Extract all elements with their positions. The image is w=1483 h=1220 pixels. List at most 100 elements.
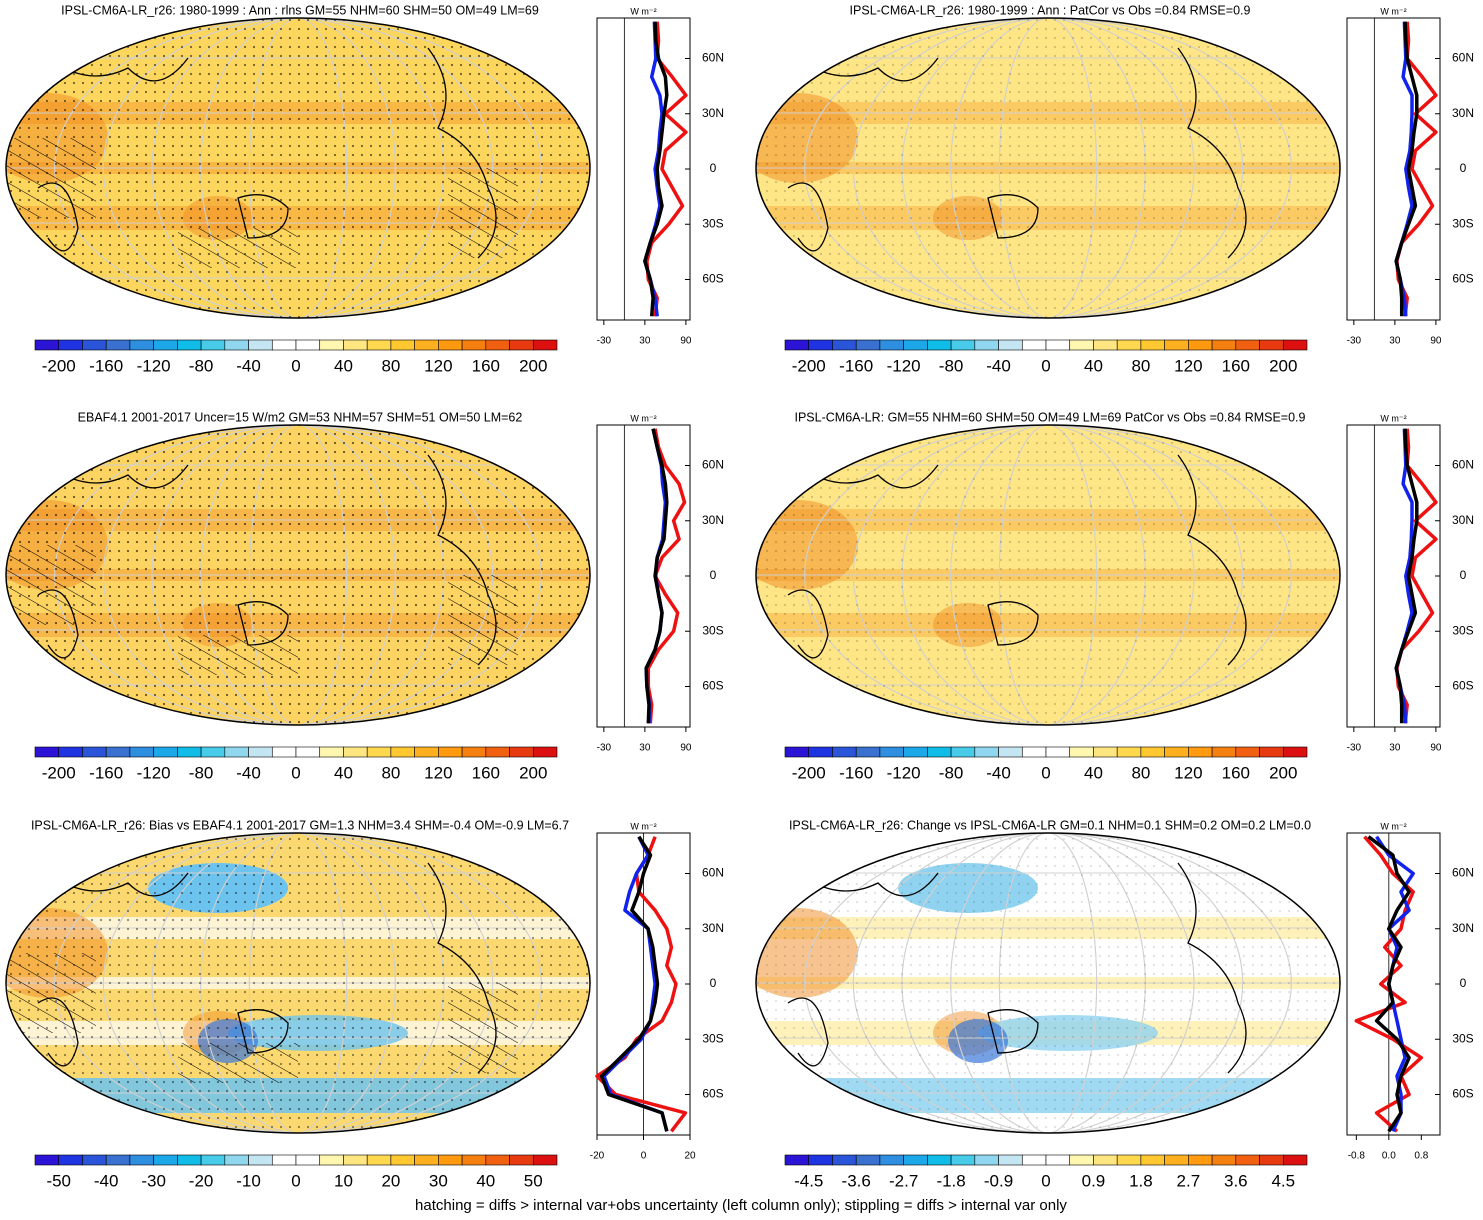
panel-title: IPSL-CM6A-LR_r26: 1980-1999 : Ann : PatC… xyxy=(850,3,1251,17)
colorbar-label: 80 xyxy=(381,763,400,782)
colorbar-label: -120 xyxy=(137,356,171,375)
colorbar-box xyxy=(1116,1154,1142,1166)
colorbar-box xyxy=(1140,1154,1165,1166)
colorbar-box xyxy=(879,1154,904,1166)
colorbar-box xyxy=(153,1154,178,1166)
colorbar-box xyxy=(1282,339,1308,351)
colorbar-box xyxy=(1164,1154,1189,1166)
colorbar-box xyxy=(879,746,904,758)
colorbar-label: -3.6 xyxy=(842,1171,871,1190)
hatching xyxy=(6,138,96,218)
colorbar-box xyxy=(485,1154,510,1166)
colorbar-box xyxy=(1188,1154,1213,1166)
colorbar-box xyxy=(903,339,928,351)
colorbar-box xyxy=(438,746,463,758)
map xyxy=(756,18,1340,318)
colorbar-box xyxy=(82,339,107,351)
map xyxy=(6,833,590,1133)
colorbar-box xyxy=(808,746,833,758)
x-tick-label: 90 xyxy=(1430,336,1442,347)
stippling xyxy=(756,833,1340,1133)
colorbar-box xyxy=(927,746,952,758)
y-tick-label: 30S xyxy=(702,623,723,637)
hatching xyxy=(6,545,96,625)
coastline xyxy=(37,862,497,1074)
zonal-line xyxy=(599,835,669,1132)
colorbar-box xyxy=(1069,339,1094,351)
colorbar-box xyxy=(1069,746,1094,758)
colorbar-box xyxy=(998,746,1023,758)
colorbar-label: -4.5 xyxy=(794,1171,823,1190)
colorbar-label: 0.9 xyxy=(1082,1171,1106,1190)
colorbar-box xyxy=(808,1154,833,1166)
coastline xyxy=(787,862,1247,1074)
colorbar-box xyxy=(927,1154,952,1166)
y-tick-label: 30N xyxy=(1452,921,1474,935)
colorbar-box xyxy=(832,746,857,758)
colorbar-box xyxy=(343,339,368,351)
colorbar-box xyxy=(248,746,273,758)
x-tick-label: 30 xyxy=(639,743,651,754)
colorbar-box xyxy=(509,339,534,351)
x-tick-label: -20 xyxy=(590,1151,605,1162)
x-tick-label: -30 xyxy=(597,743,612,754)
colorbar-box xyxy=(438,339,463,351)
colorbar-box xyxy=(34,1154,60,1166)
colorbar-label: -20 xyxy=(189,1171,214,1190)
y-tick-label: 60N xyxy=(702,458,724,472)
colorbar-label: -40 xyxy=(94,1171,119,1190)
colorbar-box xyxy=(295,1154,321,1166)
y-tick-label: 30N xyxy=(1452,513,1474,527)
colorbar-label: 120 xyxy=(424,763,452,782)
colorbar-label: 40 xyxy=(334,763,353,782)
panel-title: IPSL-CM6A-LR: GM=55 NHM=60 SHM=50 OM=49 … xyxy=(795,410,1306,424)
colorbar-box xyxy=(366,746,392,758)
colorbar-box xyxy=(950,339,976,351)
colorbar-box xyxy=(1211,1154,1237,1166)
colorbar-label: -2.7 xyxy=(889,1171,918,1190)
colorbar-box xyxy=(532,746,558,758)
y-tick-label: 30S xyxy=(702,216,723,230)
y-tick-label: 60N xyxy=(702,866,724,880)
y-tick-label: 30N xyxy=(702,513,724,527)
colorbar-box xyxy=(1211,746,1237,758)
x-tick-label: 90 xyxy=(680,336,692,347)
colorbar-box xyxy=(950,1154,976,1166)
colorbar-label: -80 xyxy=(189,763,214,782)
colorbar-box xyxy=(58,339,83,351)
colorbar-box xyxy=(319,339,344,351)
zonal-unit: W m⁻² xyxy=(630,6,656,16)
x-tick-label: 0.8 xyxy=(1414,1151,1428,1162)
colorbar-box xyxy=(34,746,60,758)
colorbar-box xyxy=(200,339,226,351)
colorbar-box xyxy=(1069,1154,1094,1166)
zonal-line xyxy=(1395,428,1438,724)
colorbar-box xyxy=(271,746,297,758)
colorbar-label: 3.6 xyxy=(1224,1171,1248,1190)
colorbar-label: 160 xyxy=(1222,763,1250,782)
colorbar-box xyxy=(177,746,202,758)
colorbar-box xyxy=(105,339,131,351)
colorbar-label: 200 xyxy=(1269,763,1297,782)
zonal-line xyxy=(1395,21,1438,317)
colorbar-box xyxy=(1164,746,1189,758)
colorbar-box xyxy=(366,1154,392,1166)
colorbar-box xyxy=(509,746,534,758)
x-tick-label: -30 xyxy=(597,336,612,347)
colorbar-label: 120 xyxy=(1174,763,1202,782)
colorbar-box xyxy=(343,1154,368,1166)
colorbar-box xyxy=(974,746,999,758)
y-tick-label: 0 xyxy=(1460,161,1467,175)
x-tick-label: -0.8 xyxy=(1348,1151,1366,1162)
map xyxy=(6,425,590,725)
footnote: hatching = diffs > internal var+obs unce… xyxy=(415,1197,1067,1214)
colorbar-label: 160 xyxy=(1222,356,1250,375)
colorbar-box xyxy=(271,339,297,351)
colorbar-box xyxy=(998,339,1023,351)
x-tick-label: -30 xyxy=(1347,336,1362,347)
x-tick-label: 30 xyxy=(639,336,651,347)
y-tick-label: 60S xyxy=(702,1087,723,1101)
colorbar-box xyxy=(390,339,415,351)
colorbar-box xyxy=(1045,339,1071,351)
zonal-line xyxy=(602,835,669,1132)
